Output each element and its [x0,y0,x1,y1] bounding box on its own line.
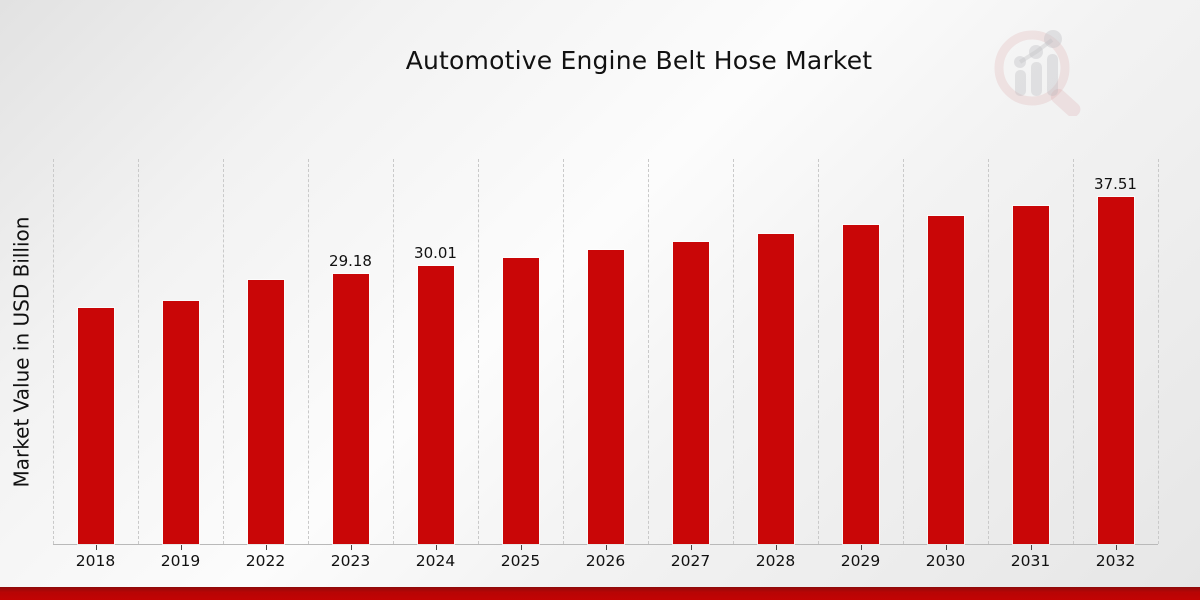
bar-2028 [757,233,794,544]
gridline [988,159,989,544]
gridline [308,159,309,544]
gridline [1158,159,1159,544]
x-axis-label-2027: 2027 [670,552,711,570]
bar-2018 [77,308,114,544]
bar-cell-2029 [818,159,903,544]
x-axis-label-2031: 2031 [1010,552,1051,570]
bar-cell-2023: 29.18 [308,159,393,544]
x-axis-label-2030: 2030 [925,552,966,570]
bar-cell-2028 [733,159,818,544]
bar-2031 [1012,206,1049,544]
x-axis-tick [265,545,267,550]
x-axis-tick [350,545,352,550]
x-axis-label-2025: 2025 [500,552,541,570]
x-axis-label-2029: 2029 [840,552,881,570]
gridline [478,159,479,544]
x-axis-label-2028: 2028 [755,552,796,570]
gridline [903,159,904,544]
y-axis-label: Market Value in USD Billion [9,216,33,487]
bar-2023: 29.18 [329,252,372,544]
x-axis-label-2024: 2024 [415,552,456,570]
bar-2019 [162,301,199,544]
x-axis-label-2022: 2022 [245,552,286,570]
gridline [53,159,54,544]
gridline [138,159,139,544]
x-axis-label-2019: 2019 [160,552,201,570]
bar-cell-2022 [223,159,308,544]
bar-2026 [587,250,624,544]
footer-accent-bar [0,587,1200,600]
gridline [393,159,394,544]
x-axis-label-2018: 2018 [75,552,116,570]
bar-2025 [502,258,539,544]
x-axis-label-2032: 2032 [1095,552,1136,570]
bar-cell-2018 [53,159,138,544]
bar-2032: 37.51 [1094,175,1137,544]
bar-cell-2030 [903,159,988,544]
x-axis-tick [1115,545,1117,550]
bar-value-label-2023: 29.18 [329,252,372,271]
bar-2022 [247,279,284,544]
x-axis-label-2026: 2026 [585,552,626,570]
gridline [1073,159,1074,544]
x-axis-tick [1030,545,1032,550]
x-axis-tick [945,545,947,550]
gridline [733,159,734,544]
gridline [563,159,564,544]
x-axis-tick [775,545,777,550]
x-axis-tick [435,545,437,550]
bar-cell-2031 [988,159,1073,544]
bar-cell-2027 [648,159,733,544]
magnifier-bar-chart-logo-icon [994,30,1081,116]
bar-2024: 30.01 [414,244,457,544]
bar-2027 [672,242,709,544]
x-axis-tick [520,545,522,550]
gridline [648,159,649,544]
bar-value-label-2032: 37.51 [1094,174,1137,193]
x-axis-tick [95,545,97,550]
bar-cell-2032: 37.51 [1073,159,1158,544]
bar-cell-2026 [563,159,648,544]
bar-2030 [927,215,964,544]
bar-cell-2024: 30.01 [393,159,478,544]
gridline [818,159,819,544]
plot-area: 29.18 30.01 37.51 [53,159,1159,545]
x-axis-tick [605,545,607,550]
bar-cell-2019 [138,159,223,544]
bar-2029 [842,224,879,544]
x-axis-tick [180,545,182,550]
gridline [223,159,224,544]
bar-cell-2025 [478,159,563,544]
chart-title: Automotive Engine Belt Hose Market [405,46,873,75]
x-axis-tick [860,545,862,550]
bar-value-label-2024: 30.01 [414,244,457,263]
x-axis-tick [690,545,692,550]
x-axis-label-2023: 2023 [330,552,371,570]
